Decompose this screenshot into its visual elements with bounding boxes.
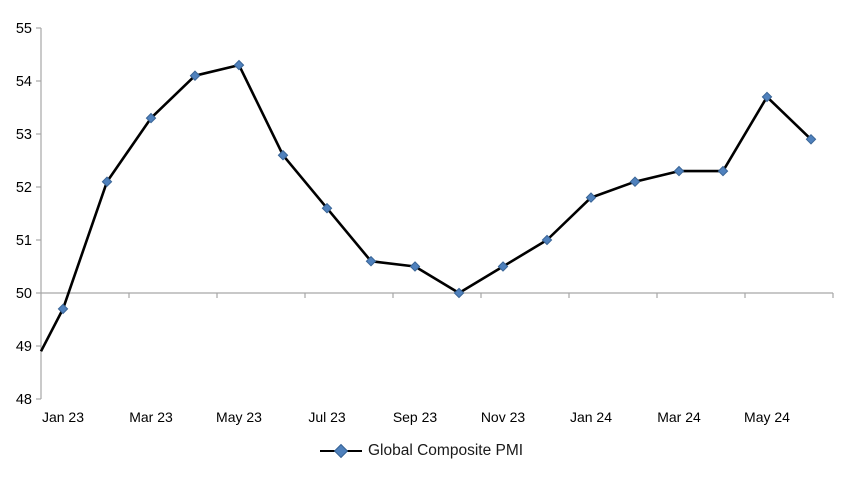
y-axis-tick-label: 50 xyxy=(16,286,32,302)
legend-series-label: Global Composite PMI xyxy=(368,442,524,459)
y-axis-tick-label: 52 xyxy=(16,180,32,196)
data-point-marker xyxy=(277,149,289,161)
y-axis-tick-label: 53 xyxy=(16,127,32,143)
chart-legend: Global Composite PMI xyxy=(320,441,523,461)
data-point-marker xyxy=(629,176,641,188)
data-point-marker xyxy=(409,261,421,272)
data-point-marker xyxy=(717,165,729,177)
y-axis-tick-label: 55 xyxy=(16,21,32,37)
data-point-marker xyxy=(101,176,113,188)
data-point-marker xyxy=(233,59,245,71)
x-axis-tick-label: Mar 23 xyxy=(129,409,173,425)
data-point-marker xyxy=(321,202,333,214)
x-axis-tick-label: Jan 23 xyxy=(42,409,84,425)
data-point-marker xyxy=(805,133,817,145)
data-point-marker xyxy=(585,192,597,203)
x-axis-tick-label: Jan 24 xyxy=(570,409,612,425)
legend-diamond-marker-icon xyxy=(333,443,349,459)
x-axis-tick-label: May 24 xyxy=(744,409,790,425)
data-point-marker xyxy=(761,91,773,103)
x-axis-tick-label: Sep 23 xyxy=(393,409,438,425)
x-axis-tick-label: Nov 23 xyxy=(481,409,526,425)
y-axis-tick-label: 54 xyxy=(16,74,32,90)
data-point-marker xyxy=(365,255,377,267)
pmi-series-line xyxy=(39,63,812,352)
x-axis-tick-label: May 23 xyxy=(216,409,262,425)
x-axis-tick-label: Mar 24 xyxy=(657,409,701,425)
y-axis-tick-label: 48 xyxy=(16,392,32,408)
data-point-marker xyxy=(497,261,509,272)
data-point-marker xyxy=(145,112,157,124)
legend-key xyxy=(320,441,362,461)
data-point-marker xyxy=(57,303,69,315)
data-point-marker xyxy=(189,70,201,82)
y-axis-tick-label: 49 xyxy=(16,339,32,355)
y-axis-tick-label: 51 xyxy=(16,233,32,249)
data-point-marker xyxy=(541,234,553,246)
x-axis-tick-label: Jul 23 xyxy=(308,409,346,425)
data-point-marker xyxy=(453,287,465,299)
data-point-marker xyxy=(673,165,685,177)
